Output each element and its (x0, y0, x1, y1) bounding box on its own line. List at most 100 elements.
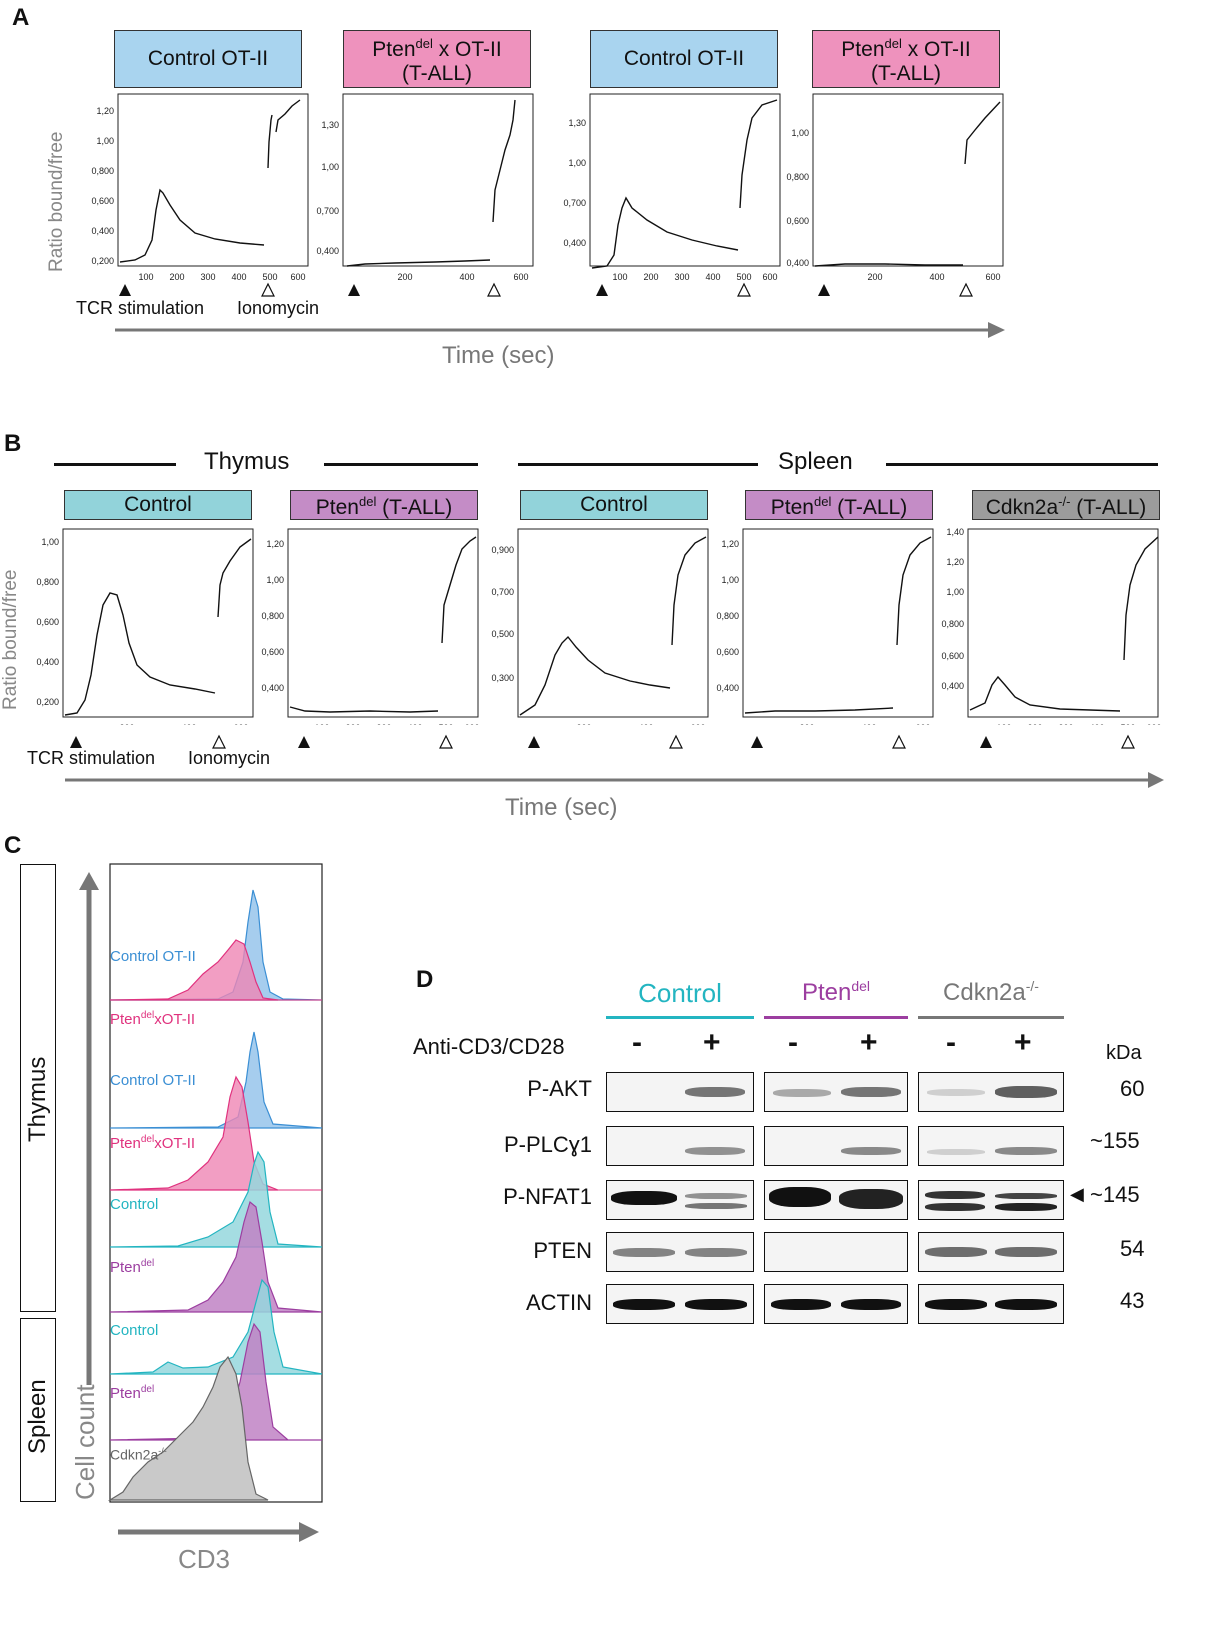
panel-b-tcr-label: TCR stimulation (27, 748, 156, 768)
xtick: 400 (407, 723, 422, 725)
blot-actin-pten (764, 1284, 908, 1324)
xtick: 600 (985, 272, 1000, 282)
xtick: 400 (861, 723, 876, 725)
panel-c-spleen: Spleen (24, 1379, 51, 1454)
trace (969, 675, 1121, 712)
xtick: 100 (314, 723, 329, 725)
row-label-pplc: P-PLCɣ1 (503, 1132, 592, 1157)
xtick: 100 (138, 272, 153, 282)
ytick: 0,400 (36, 657, 59, 667)
plus-2: + (860, 1026, 878, 1059)
ytick: 1,00 (946, 587, 964, 597)
row-label-pten: PTEN (533, 1238, 592, 1263)
hist-label-7: Control (110, 1322, 159, 1339)
blot-pplc-pten (764, 1126, 908, 1166)
blot-pplc-control (606, 1126, 754, 1166)
panel-c-xlabel: CD3 (178, 1544, 231, 1574)
panel-b-plot-5: 0,400 0,600 0,800 1,00 1,20 1,40 100 200… (941, 527, 1161, 725)
panel-a-ylabel: Ratio bound/free (46, 131, 67, 273)
xtick: 500 (1120, 723, 1135, 725)
xtick: 200 (643, 272, 658, 282)
xtick: 400 (1089, 723, 1104, 725)
iono-marker (892, 734, 906, 749)
panel-a-box-3: Control OT-II (590, 30, 778, 88)
kda-pakt: 60 (1120, 1076, 1145, 1101)
blot-pakt-pten (764, 1072, 908, 1112)
thymus-line-left (54, 463, 176, 466)
kda-pplc: ~155 (1090, 1128, 1140, 1153)
xtick: 200 (169, 272, 184, 282)
trace-iono (1123, 536, 1159, 661)
histogram-control-spleen (109, 1278, 323, 1375)
trace-iono (217, 538, 252, 618)
ytick: 0,800 (786, 172, 809, 182)
panel-a-tcr-label: TCR stimulation (76, 298, 205, 318)
blot-pten-cdkn2a (918, 1232, 1064, 1272)
blot-pnfat1-pten (764, 1180, 908, 1220)
xtick: 200 (576, 723, 591, 725)
trace (289, 706, 439, 713)
cell-count-arrow (79, 872, 99, 1385)
trace-iono (671, 536, 707, 646)
hist-label-5: Control (110, 1196, 159, 1213)
kda-pten: 54 (1120, 1236, 1145, 1261)
thymus-bracket (20, 864, 56, 1312)
ytick: 0,800 (36, 577, 59, 587)
trace (519, 635, 671, 716)
plus-3: + (1014, 1026, 1032, 1059)
ytick: 0,400 (563, 238, 586, 248)
panel-b-plot-3: 0,300 0,500 0,700 0,900 200 400 600 (491, 528, 709, 725)
panel-a-plot-3: 0,400 0,700 1,00 1,30 100 200 300 400 50… (563, 93, 781, 282)
iono-marker (669, 734, 683, 749)
ytick: 0,600 (941, 651, 964, 661)
tcr-marker (70, 736, 82, 748)
ytick: 1,00 (791, 128, 809, 138)
panel-b-box-4: Ptendel (T-ALL) (745, 490, 933, 520)
trace-iono (267, 99, 301, 169)
ytick: 1,00 (721, 575, 739, 585)
panel-b-box-2: Ptendel (T-ALL) (290, 490, 478, 520)
thymus-line-right (324, 463, 478, 466)
ytick: 1,40 (946, 527, 964, 537)
ytick: 1,30 (568, 118, 586, 128)
iono-marker (737, 282, 751, 297)
hist-label-6: Ptendel (110, 1258, 155, 1276)
blot-actin-cdkn2a (918, 1284, 1064, 1324)
xtick: 600 (233, 723, 248, 725)
xtick: 400 (929, 272, 944, 282)
ytick: 0,700 (563, 198, 586, 208)
spleen-line-left (518, 463, 758, 466)
treatment-label: Anti-CD3/CD28 (413, 1034, 565, 1059)
iono-marker (959, 282, 973, 297)
panel-a-plot-2: 0,400 0,700 1,00 1,30 200 400 600 (316, 93, 534, 282)
ytick: 0,400 (316, 246, 339, 256)
trace-iono (492, 99, 516, 223)
ytick: 0,400 (786, 258, 809, 268)
panel-b-xlabel: Time (sec) (505, 794, 618, 821)
spleen-line-right (886, 463, 1158, 466)
ytick: 0,600 (261, 647, 284, 657)
group-pten: Ptendel (801, 978, 871, 1006)
ytick: 0,800 (91, 166, 114, 176)
kda-actin: 43 (1120, 1288, 1145, 1313)
group-cdkn2a: Cdkn2a-/- (943, 978, 1039, 1006)
xtick: 500 (262, 272, 277, 282)
plus-1: + (703, 1026, 721, 1059)
trace-iono (964, 101, 1001, 165)
blot-pten-pten (764, 1232, 908, 1272)
xtick: 300 (376, 723, 391, 725)
row-label-pnfat1: P-NFAT1 (503, 1184, 592, 1209)
panel-b-spleen: Spleen (778, 448, 853, 475)
ytick: 0,200 (36, 697, 59, 707)
xtick: 400 (638, 723, 653, 725)
ytick: 1,00 (41, 537, 59, 547)
xtick: 100 (612, 272, 627, 282)
xtick: 300 (200, 272, 215, 282)
histogram-stack (108, 863, 323, 1503)
tcr-marker (818, 284, 830, 296)
spleen-bracket (20, 1318, 56, 1502)
pnfat1-arrow: ◀ (1070, 1184, 1084, 1204)
panel-letter-a: A (12, 4, 30, 31)
ytick: 0,400 (261, 683, 284, 693)
trace (591, 196, 739, 269)
